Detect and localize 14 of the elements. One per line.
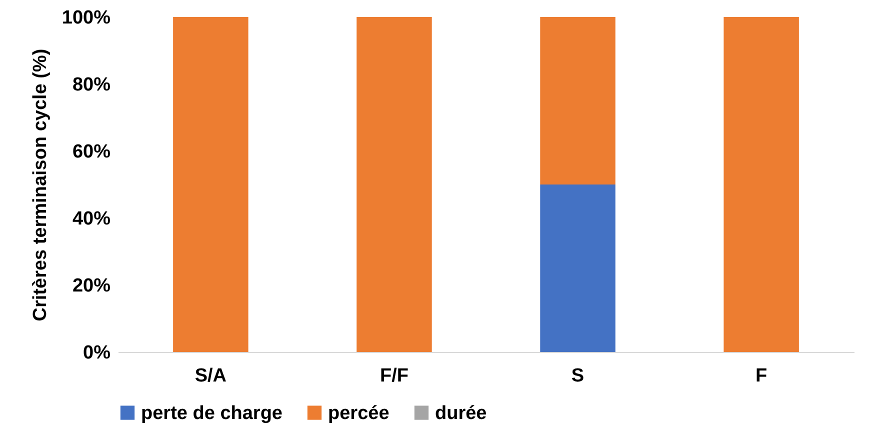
y-tick-label: 20%	[72, 276, 111, 296]
legend-label: perte de charge	[141, 402, 282, 424]
x-tick-label: S	[571, 366, 584, 386]
y-tick-label: 80%	[72, 74, 111, 96]
x-tick-label: F/F	[380, 366, 408, 386]
legend-label: percée	[328, 402, 390, 424]
x-tick-label: F	[756, 366, 768, 386]
y-tick-label: 60%	[72, 142, 111, 162]
legend-label: durée	[435, 402, 487, 424]
y-axis-title: Critères terminaison cycle (%)	[30, 48, 51, 322]
y-tick-label: 40%	[72, 208, 111, 230]
y-tick-label: 100%	[62, 8, 111, 28]
y-tick-label: 0%	[83, 342, 111, 364]
x-tick-label: S/A	[194, 366, 227, 386]
